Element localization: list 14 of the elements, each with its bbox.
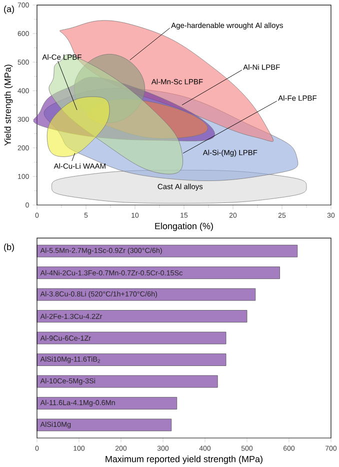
bar (36, 244, 298, 258)
chart-title: (a) (4, 6, 14, 14)
bar (36, 418, 172, 432)
bar (36, 354, 226, 366)
bar (36, 266, 280, 279)
bar (36, 288, 256, 301)
bar (36, 332, 226, 344)
bar (36, 310, 248, 322)
bar (36, 375, 218, 388)
x-axis-title: Elongation (%) (155, 222, 213, 232)
y-axis-title: Yield strength (MPa) (4, 64, 13, 146)
x-axis-title: Maximum reported yield strength (MPa) (106, 456, 262, 464)
text: (b) (4, 244, 14, 252)
bar (36, 397, 178, 410)
